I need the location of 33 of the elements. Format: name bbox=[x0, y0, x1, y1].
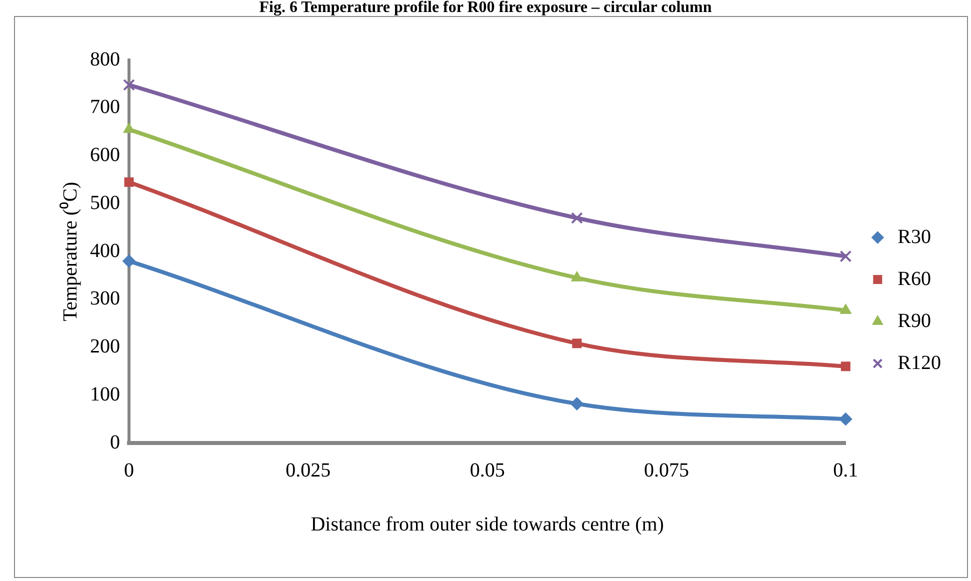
y-tick-label: 400 bbox=[90, 240, 120, 262]
legend-label: R60 bbox=[898, 268, 932, 290]
y-tick-label: 0 bbox=[110, 431, 120, 454]
x-tick-label: 0.1 bbox=[833, 459, 858, 482]
legend-label: R30 bbox=[898, 226, 932, 248]
point bbox=[840, 250, 852, 262]
chart-title: Fig. 6 Temperature profile for R00 fire exposure – circular column bbox=[258, 0, 713, 16]
y-tick-label: 100 bbox=[90, 383, 120, 406]
point bbox=[572, 338, 582, 348]
x-tick-label: 0 bbox=[124, 459, 134, 482]
y-tick-label: 600 bbox=[90, 144, 120, 166]
y-tick-label: 700 bbox=[90, 96, 120, 118]
point bbox=[122, 254, 136, 268]
y-tick-label: 800 bbox=[90, 48, 120, 70]
point bbox=[840, 362, 850, 372]
point bbox=[124, 177, 134, 187]
point bbox=[570, 212, 583, 224]
point bbox=[839, 412, 852, 426]
legend-label: R120 bbox=[898, 352, 942, 374]
x-tick-label: 0.05 bbox=[470, 459, 505, 482]
y-axis-title: Temperature (⁰C) bbox=[58, 182, 82, 322]
y-tick-label: 300 bbox=[90, 288, 120, 310]
x-tick-label: 0.025 bbox=[286, 459, 331, 482]
y-tick-label: 500 bbox=[90, 192, 120, 214]
point bbox=[570, 397, 584, 410]
point bbox=[840, 304, 852, 314]
point bbox=[123, 122, 135, 133]
legend-label: R90 bbox=[898, 310, 932, 332]
x-axis-title: Distance from outer side towards centre (m) bbox=[310, 513, 664, 536]
point bbox=[571, 271, 583, 282]
x-tick-label: 0.075 bbox=[644, 459, 689, 482]
point bbox=[123, 78, 135, 91]
y-tick-label: 200 bbox=[90, 336, 120, 358]
